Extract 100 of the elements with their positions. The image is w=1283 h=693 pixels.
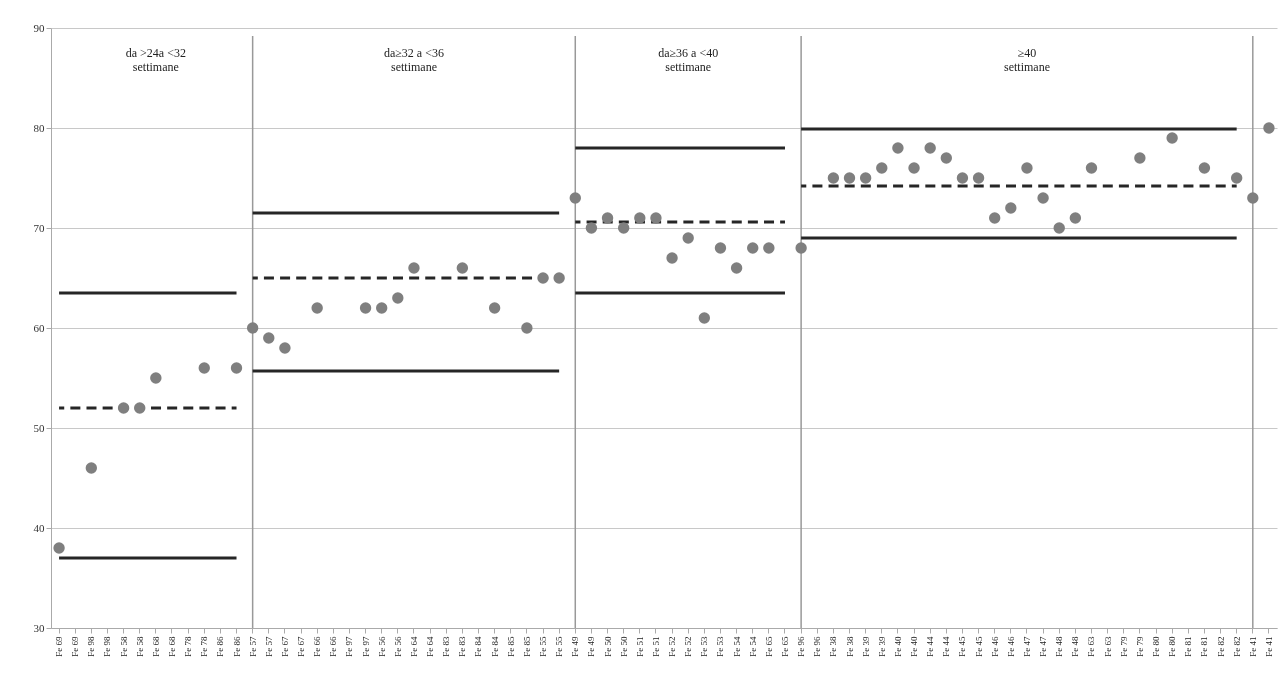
annotation: da≥32 a <36 settimane — [383, 46, 444, 74]
point — [1247, 192, 1259, 204]
point — [279, 342, 291, 354]
x-tick-label: Fe 53 — [715, 636, 726, 657]
point — [85, 462, 98, 474]
x-tick-label: Fe 44 — [941, 636, 952, 657]
x-tick-label: Fe 50 — [602, 636, 613, 657]
x-tick-label: Fe 57 — [263, 636, 274, 657]
point — [246, 322, 259, 334]
point — [117, 402, 130, 414]
x-tick-label: Fe 83 — [441, 636, 452, 657]
x-tick-label: Fe 52 — [667, 636, 678, 657]
x-tick-label: Fe 81 — [1199, 636, 1210, 657]
x-tick-label: Fe 86 — [231, 636, 242, 657]
point — [859, 172, 872, 184]
point — [198, 362, 210, 374]
point — [392, 292, 404, 304]
x-tick-label: Fe 39 — [876, 636, 887, 657]
y-tick-label: 90 — [33, 21, 45, 34]
point — [634, 212, 646, 224]
x-tick-label: Fe 84 — [489, 636, 500, 657]
x-tick-label: Fe 58 — [134, 636, 145, 657]
point — [601, 212, 614, 224]
x-tick-label: Fe 53 — [699, 636, 710, 657]
x-tick-label: Fe 41 — [1263, 636, 1274, 657]
point — [876, 162, 888, 174]
point — [1198, 162, 1211, 174]
point — [230, 362, 243, 374]
y-tick-label: 30 — [33, 621, 45, 634]
point — [698, 312, 711, 324]
x-tick-label: Fe 49 — [586, 636, 597, 657]
x-tick-label: Fe 82 — [1215, 636, 1226, 657]
x-tick-label: Fe 55 — [538, 636, 549, 657]
x-tick-label: Fe 46 — [989, 636, 1000, 657]
point — [617, 222, 630, 234]
x-tick-label: Fe 96 — [812, 636, 823, 657]
point — [892, 142, 904, 154]
x-tick-label: Fe 67 — [296, 636, 307, 657]
point — [408, 262, 420, 274]
x-tick-label: Fe 40 — [909, 636, 920, 657]
point — [1053, 222, 1065, 234]
point — [553, 272, 565, 284]
x-tick-label: Fe 54 — [747, 636, 758, 657]
point — [682, 232, 694, 244]
x-tick-label: Fe 79 — [1134, 636, 1145, 657]
x-tick-label: Fe 49 — [570, 636, 581, 657]
x-tick-label: Fe 38 — [828, 636, 839, 657]
x-tick-label: Fe 79 — [1118, 636, 1129, 657]
annotation: ≥40 settimane — [1003, 46, 1050, 74]
x-tick-label: Fe 56 — [376, 636, 387, 657]
x-tick-label: Fe 56 — [392, 636, 403, 657]
point — [843, 172, 856, 184]
x-tick-label: Fe 97 — [344, 636, 355, 657]
point — [1166, 132, 1178, 144]
point — [908, 162, 920, 174]
point — [795, 242, 807, 254]
y-tick-label: 40 — [33, 521, 45, 534]
point — [134, 402, 146, 414]
x-tick-label: Fe 80 — [1167, 636, 1178, 657]
x-tick-label: Fe 69 — [70, 636, 81, 657]
point — [747, 242, 759, 254]
point — [1069, 212, 1082, 224]
x-tick-label: Fe 45 — [957, 636, 968, 657]
x-tick-label: Fe 41 — [1247, 636, 1258, 657]
x-tick-label: Fe 98 — [86, 636, 97, 657]
x-tick-label: Fe 97 — [360, 636, 371, 657]
x-tick-label: Fe 96 — [796, 636, 807, 657]
x-tick-label: Fe 58 — [118, 636, 129, 657]
y-tick-label: 70 — [33, 221, 45, 234]
point — [521, 322, 533, 334]
x-tick-label: Fe 50 — [618, 636, 629, 657]
x-tick-label: Fe 45 — [973, 636, 984, 657]
x-tick-label: Fe 64 — [408, 636, 419, 657]
x-tick-label: Fe 66 — [328, 636, 339, 657]
point — [940, 152, 952, 164]
x-tick-label: Fe 46 — [1005, 636, 1016, 657]
point — [650, 212, 662, 224]
x-tick-label: Fe 86 — [215, 636, 226, 657]
annotation: da >24a <32 settimane — [125, 46, 186, 74]
x-tick-label: Fe 84 — [473, 636, 484, 657]
x-tick-label: Fe 68 — [150, 636, 161, 657]
point — [956, 172, 969, 184]
x-tick-label: Fe 40 — [892, 636, 903, 657]
point — [1263, 122, 1275, 134]
x-tick-label: Fe 83 — [457, 636, 468, 657]
point — [924, 142, 936, 154]
x-tick-label: Fe 38 — [844, 636, 855, 657]
point — [714, 242, 727, 254]
point — [1134, 152, 1146, 164]
x-tick-label: Fe 52 — [683, 636, 694, 657]
x-tick-label: Fe 81 — [1183, 636, 1194, 657]
point — [150, 372, 162, 384]
x-tick-label: Fe 51 — [634, 636, 645, 657]
x-tick-label: Fe 48 — [1070, 636, 1081, 657]
x-tick-label: Fe 67 — [279, 636, 290, 657]
x-tick-label: Fe 98 — [102, 636, 113, 657]
point — [1085, 162, 1098, 174]
x-tick-label: Fe 80 — [1151, 636, 1162, 657]
point — [972, 172, 985, 184]
point — [311, 302, 323, 314]
